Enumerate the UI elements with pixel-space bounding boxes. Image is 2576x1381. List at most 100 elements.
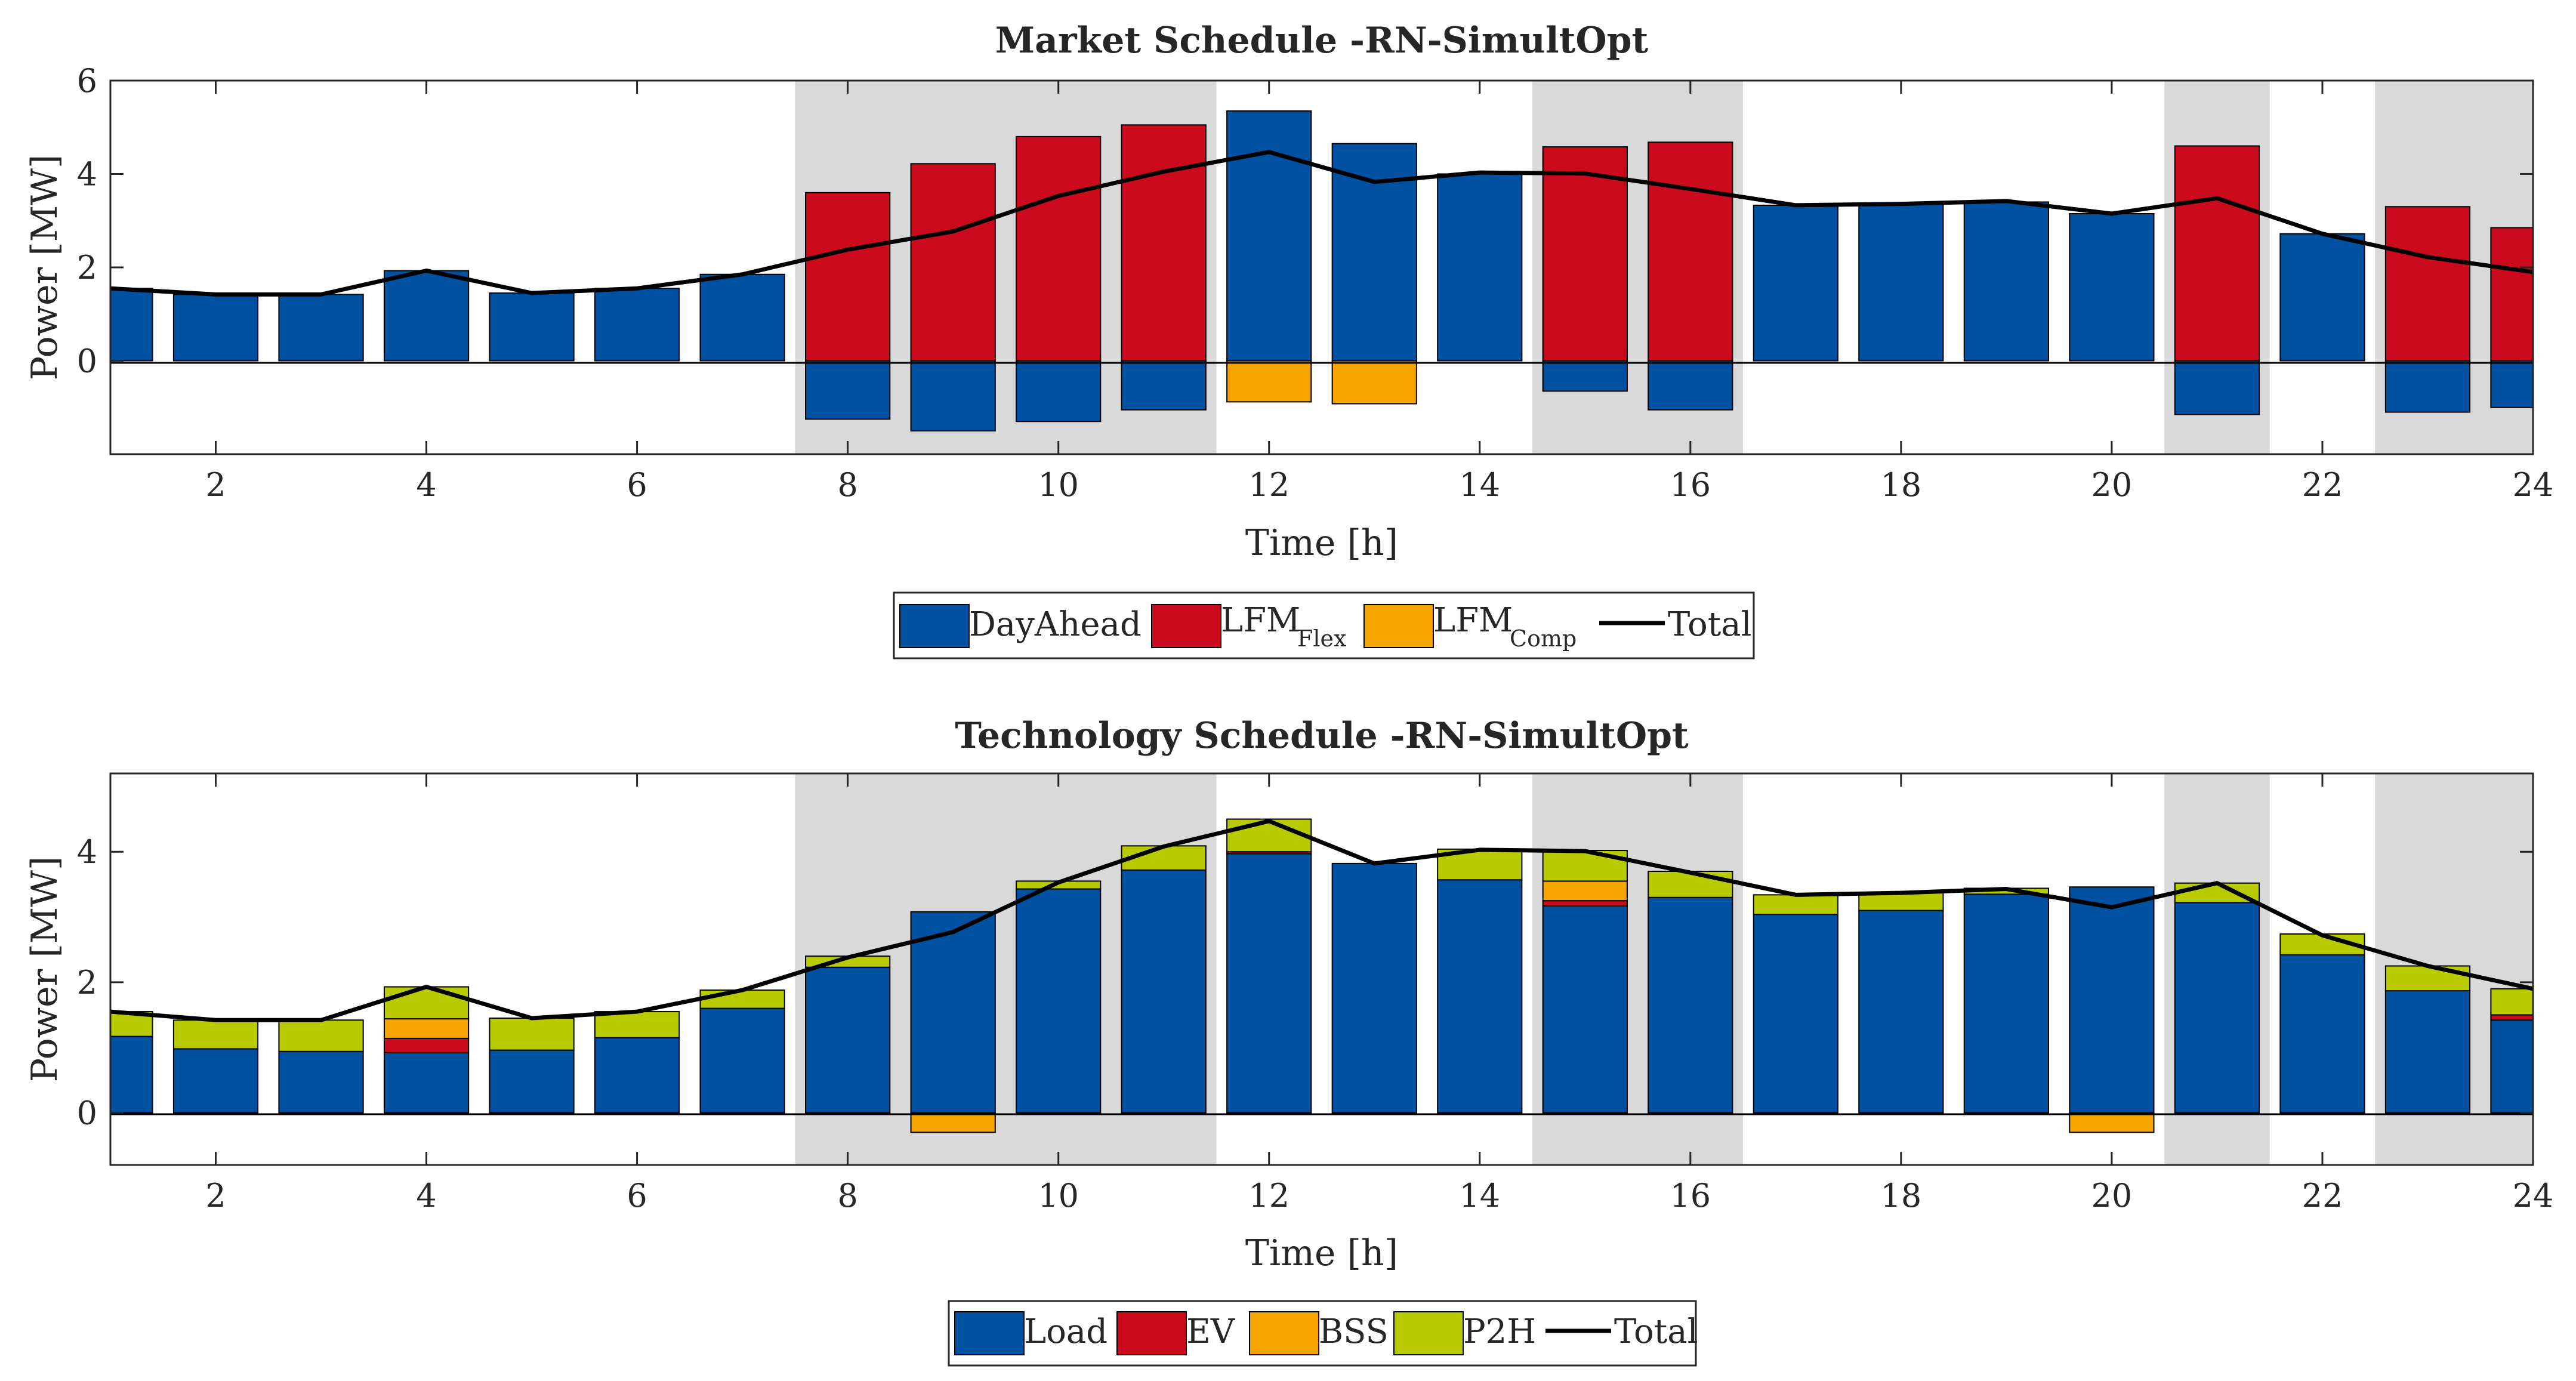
x-tick-label: 6 [627, 466, 647, 504]
bar-ev [1542, 900, 1628, 907]
bar-dayahead [110, 288, 153, 362]
bar-p2h [1753, 894, 1838, 915]
bar-lfm-flex [805, 192, 891, 362]
bar-load [1858, 910, 1944, 1114]
legend-subscript-comp: Comp [1510, 625, 1577, 652]
legend-subscript-flex: Flex [1297, 625, 1346, 652]
bar-bss [2069, 1112, 2155, 1133]
technology-chart-title: Technology Schedule -RN-SimultOpt [955, 715, 1689, 757]
technology-x-ticks: 2 4 6 8 10 12 14 16 18 20 22 24 [205, 773, 2553, 1214]
bar-dayahead [1858, 203, 1944, 362]
legend-label-total: Total [1614, 1312, 1698, 1351]
bar-load [1542, 905, 1628, 1114]
bar-dayahead [489, 292, 575, 362]
bar-dayahead [699, 273, 785, 362]
x-tick-label: 2 [205, 466, 226, 504]
y-tick-label: 2 [77, 249, 97, 286]
bar-load [1963, 893, 2050, 1114]
legend-label-ev: EV [1186, 1312, 1236, 1351]
x-tick-label: 10 [1038, 466, 1079, 504]
bar-load [699, 1007, 785, 1114]
bar-dayahead [910, 360, 996, 431]
legend-label-p2h: P2H [1463, 1312, 1536, 1351]
x-tick-label: 24 [2513, 466, 2554, 504]
bar-load [805, 966, 891, 1114]
bar-lfm-flex [2490, 227, 2534, 362]
x-tick-label: 14 [1459, 1177, 1500, 1214]
bar-p2h [594, 1011, 680, 1038]
legend-label-load: Load [1024, 1312, 1107, 1351]
market-chart: Market Schedule -RN-SimultOpt 2 4 6 8 10 12 14… [24, 20, 2553, 659]
bar-bss [1542, 880, 1628, 902]
x-tick-label: 4 [416, 466, 436, 504]
technology-total-line [110, 819, 2534, 1022]
bar-p2h [110, 1011, 153, 1037]
bar-load [1226, 853, 1312, 1114]
market-x-axis-label: Time [h] [1245, 522, 1398, 564]
x-tick-label: 14 [1459, 466, 1500, 504]
bar-lfm-flex [1542, 146, 1628, 362]
legend-swatch-dayahead [899, 604, 970, 648]
technology-legend: Load EV BSS P2H Total [948, 1300, 1698, 1367]
bar-lfm-flex [1648, 141, 1733, 362]
bar-dayahead [1648, 360, 1733, 411]
bar-dayahead [805, 360, 891, 420]
legend-label-bss: BSS [1319, 1312, 1389, 1351]
technology-y-ticks: 0 2 4 [77, 833, 2533, 1132]
x-tick-label: 16 [1670, 466, 1711, 504]
bar-load [1437, 879, 1523, 1114]
market-bars [110, 110, 2534, 431]
bar-p2h [1858, 892, 1944, 911]
market-x-ticks: 2 4 6 8 10 12 14 16 18 20 22 24 [205, 81, 2553, 504]
market-total-line [110, 150, 2534, 297]
bar-lfm-comp [1331, 360, 1417, 405]
bar-load [2279, 954, 2365, 1114]
bar-bss [383, 1018, 470, 1039]
y-tick-label: 0 [77, 343, 97, 380]
bar-load [1016, 888, 1102, 1114]
bar-p2h [278, 1019, 364, 1052]
x-tick-label: 2 [205, 1177, 226, 1214]
bar-dayahead [1753, 204, 1838, 362]
bar-p2h [699, 989, 785, 1009]
x-tick-label: 12 [1248, 466, 1289, 504]
bar-p2h [2384, 965, 2471, 992]
bar-load [2490, 1019, 2534, 1114]
technology-chart: Technology Schedule -RN-SimultOpt 2 4 6 8 10… [24, 715, 2553, 1367]
bar-load [1648, 896, 1733, 1114]
bar-ev [383, 1037, 470, 1053]
bar-dayahead [1121, 360, 1207, 411]
bar-lfm-flex [2174, 145, 2260, 362]
x-tick-label: 18 [1881, 1177, 1922, 1214]
bar-p2h [2174, 882, 2260, 904]
market-y-axis-label: Power [MW] [24, 155, 66, 381]
bar-p2h [1648, 871, 1733, 898]
bar-dayahead [172, 294, 259, 362]
x-tick-label: 10 [1038, 1177, 1079, 1214]
bar-load [110, 1035, 153, 1114]
market-legend-box [893, 591, 1755, 659]
y-tick-label: 4 [77, 156, 97, 193]
technology-plot-area [109, 772, 2534, 1166]
technology-legend-box [948, 1300, 1697, 1367]
bar-load [910, 911, 996, 1114]
bar-p2h [2490, 988, 2534, 1016]
bar-dayahead [1016, 360, 1102, 423]
bar-p2h [383, 986, 470, 1020]
bar-lfm-flex [910, 163, 996, 362]
legend-swatch-load [954, 1311, 1025, 1355]
bar-dayahead [383, 270, 470, 362]
bar-load [594, 1037, 680, 1114]
bar-dayahead [1963, 201, 2050, 362]
bar-load [278, 1050, 364, 1114]
technology-bars [110, 818, 2534, 1133]
x-tick-label: 22 [2302, 466, 2343, 504]
x-tick-label: 16 [1670, 1177, 1711, 1214]
bar-p2h [489, 1018, 575, 1051]
bar-load [1753, 914, 1838, 1114]
bar-load [1121, 869, 1207, 1114]
total-line [110, 150, 2534, 297]
bar-dayahead [2279, 233, 2365, 362]
bar-load [172, 1048, 259, 1114]
bar-dayahead [2490, 360, 2534, 408]
